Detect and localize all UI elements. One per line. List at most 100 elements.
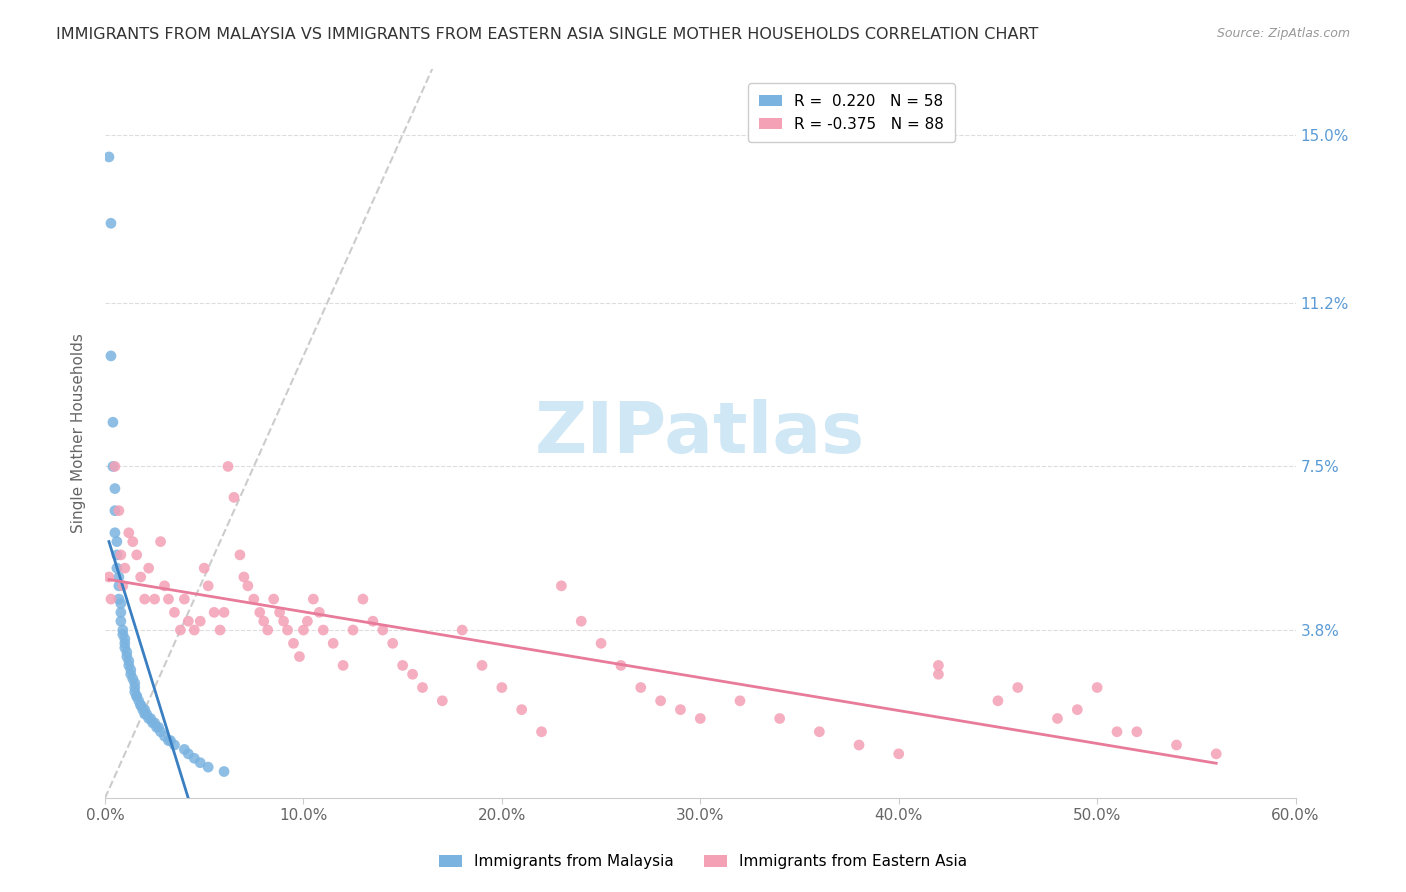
Point [630, 681, 652, 695]
Point [125, 690, 148, 704]
Point [197, 579, 219, 593]
Point [111, 627, 134, 641]
Point [129, 698, 152, 713]
Point [411, 681, 433, 695]
Point [134, 703, 156, 717]
Point [100, 592, 122, 607]
Point [173, 742, 195, 756]
Point [105, 548, 128, 562]
Point [149, 534, 172, 549]
Y-axis label: Single Mother Households: Single Mother Households [72, 334, 86, 533]
Point [138, 561, 160, 575]
Point [288, 649, 311, 664]
Point [110, 614, 132, 628]
Point [114, 636, 136, 650]
Point [401, 667, 423, 681]
Point [1066, 703, 1088, 717]
Point [322, 636, 344, 650]
Point [510, 703, 533, 717]
Point [1126, 724, 1149, 739]
Point [157, 592, 180, 607]
Point [728, 694, 751, 708]
Point [269, 606, 291, 620]
Point [153, 729, 176, 743]
Point [115, 649, 138, 664]
Point [283, 636, 305, 650]
Point [391, 658, 413, 673]
Point [253, 614, 276, 628]
Point [243, 592, 266, 607]
Point [236, 579, 259, 593]
Point [114, 632, 136, 646]
Point [163, 738, 186, 752]
Point [125, 548, 148, 562]
Point [104, 482, 127, 496]
Point [121, 534, 143, 549]
Point [131, 703, 153, 717]
Point [1205, 747, 1227, 761]
Point [209, 623, 232, 637]
Point [371, 623, 394, 637]
Point [1007, 681, 1029, 695]
Point [110, 597, 132, 611]
Point [118, 525, 141, 540]
Point [120, 663, 142, 677]
Point [143, 592, 166, 607]
Legend: Immigrants from Malaysia, Immigrants from Eastern Asia: Immigrants from Malaysia, Immigrants fro… [433, 848, 973, 875]
Point [100, 216, 122, 230]
Point [1046, 711, 1069, 725]
Point [927, 658, 949, 673]
Point [129, 698, 152, 713]
Point [312, 623, 335, 637]
Point [188, 614, 211, 628]
Text: ZIPatlas: ZIPatlas [536, 399, 865, 467]
Point [222, 491, 245, 505]
Point [169, 623, 191, 637]
Point [100, 349, 122, 363]
Point [188, 756, 211, 770]
Point [108, 503, 131, 517]
Point [153, 579, 176, 593]
Point [110, 606, 132, 620]
Point [183, 623, 205, 637]
Point [134, 592, 156, 607]
Point [118, 658, 141, 673]
Point [987, 694, 1010, 708]
Point [173, 592, 195, 607]
Point [143, 715, 166, 730]
Point [108, 592, 131, 607]
Point [212, 764, 235, 779]
Point [142, 715, 165, 730]
Text: IMMIGRANTS FROM MALAYSIA VS IMMIGRANTS FROM EASTERN ASIA SINGLE MOTHER HOUSEHOLD: IMMIGRANTS FROM MALAYSIA VS IMMIGRANTS F… [56, 27, 1039, 42]
Point [308, 606, 330, 620]
Point [212, 606, 235, 620]
Point [550, 579, 572, 593]
Point [273, 614, 295, 628]
Point [610, 658, 633, 673]
Point [569, 614, 592, 628]
Point [163, 606, 186, 620]
Point [135, 707, 157, 722]
Point [342, 623, 364, 637]
Point [114, 640, 136, 655]
Point [297, 614, 319, 628]
Point [217, 459, 239, 474]
Point [808, 724, 831, 739]
Point [491, 681, 513, 695]
Point [125, 690, 148, 704]
Point [145, 720, 167, 734]
Point [332, 658, 354, 673]
Point [183, 751, 205, 765]
Point [115, 645, 138, 659]
Point [157, 733, 180, 747]
Point [105, 561, 128, 575]
Point [104, 459, 127, 474]
Point [97, 150, 120, 164]
Point [114, 561, 136, 575]
Point [129, 570, 152, 584]
Point [1166, 738, 1188, 752]
Point [124, 676, 146, 690]
Point [927, 667, 949, 681]
Point [197, 760, 219, 774]
Point [263, 592, 285, 607]
